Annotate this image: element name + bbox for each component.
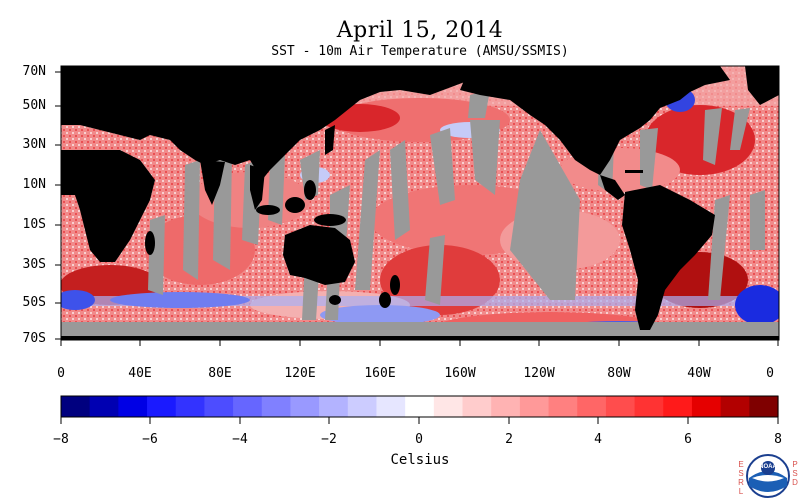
lon-label-160e: 160E: [364, 366, 396, 381]
colorbar-swatch: [347, 396, 378, 417]
missing-data-gaps: [61, 70, 779, 340]
colorbar-label-0: 0: [415, 432, 423, 447]
lon-label-0: 0: [57, 366, 65, 381]
colorbar-swatch: [118, 396, 148, 417]
lon-label-0-end: 0: [766, 366, 774, 381]
colorbar: [61, 396, 779, 417]
colorbar-label-neg2: −2: [321, 432, 337, 447]
colorbar-swatch: [491, 396, 521, 417]
psd-letter: P: [792, 460, 798, 469]
colorbar-swatch: [376, 396, 406, 417]
lat-label-30s: 30S: [22, 257, 46, 272]
map-subtitle: SST - 10m Air Temperature (AMSU/SSMIS): [271, 44, 569, 59]
lon-label-120e: 120E: [284, 366, 316, 381]
esrl-label: E S R L: [736, 460, 746, 496]
colorbar-swatch: [89, 396, 119, 417]
esrl-letter: L: [738, 487, 744, 496]
psd-letter: D: [792, 478, 798, 487]
colorbar-swatch: [147, 396, 177, 417]
esrl-letter: S: [738, 469, 744, 478]
colorbar-label-4: 4: [594, 432, 602, 447]
lat-label-30n: 30N: [22, 137, 46, 152]
colorbar-swatch: [749, 396, 779, 417]
colorbar-label-neg8: −8: [53, 432, 69, 447]
colorbar-swatch: [233, 396, 263, 417]
map-title: April 15, 2014: [336, 18, 504, 43]
latitude-ticks: [55, 71, 61, 340]
lat-label-10n: 10N: [22, 177, 46, 192]
lat-label-70s: 70S: [22, 331, 46, 346]
lon-label-80w: 80W: [607, 366, 631, 381]
colorbar-swatch: [720, 396, 750, 417]
colorbar-label-neg4: −4: [232, 432, 248, 447]
lon-label-160w: 160W: [444, 366, 476, 381]
colorbar-swatch: [548, 396, 578, 417]
colorbar-swatch: [605, 396, 636, 417]
colorbar-swatch: [519, 396, 550, 417]
colorbar-units: Celsius: [390, 452, 450, 468]
colorbar-label-2: 2: [505, 432, 513, 447]
lat-label-50s: 50S: [22, 295, 46, 310]
colorbar-swatch: [261, 396, 292, 417]
lon-label-120w: 120W: [523, 366, 555, 381]
lat-label-50n: 50N: [22, 98, 46, 113]
colorbar-label-neg6: −6: [142, 432, 158, 447]
psd-letter: S: [792, 469, 798, 478]
colorbar-swatch: [319, 396, 349, 417]
colorbar-swatch: [204, 396, 234, 417]
colorbar-swatch: [405, 396, 435, 417]
colorbar-label-6: 6: [684, 432, 692, 447]
colorbar-swatch: [290, 396, 320, 417]
longitude-ticks: [60, 340, 779, 346]
map-frame: [60, 65, 780, 341]
lon-label-40e: 40E: [128, 366, 152, 381]
colorbar-swatch: [433, 396, 464, 417]
lat-label-10s: 10S: [22, 217, 46, 232]
noaa-logo: [746, 454, 790, 498]
lon-label-80e: 80E: [208, 366, 232, 381]
colorbar-swatch: [577, 396, 607, 417]
lat-label-70n: 70N: [22, 64, 46, 79]
psd-label: P S D: [790, 460, 800, 487]
colorbar-swatch: [663, 396, 693, 417]
colorbar-swatch: [691, 396, 722, 417]
noaa-badge-text: NOAA: [759, 464, 777, 470]
esrl-letter: E: [738, 460, 744, 469]
lon-label-40w: 40W: [687, 366, 711, 381]
colorbar-swatch: [175, 396, 205, 417]
colorbar-ticks: [60, 417, 779, 424]
esrl-letter: R: [738, 478, 744, 487]
colorbar-swatch: [634, 396, 664, 417]
colorbar-label-8: 8: [774, 432, 782, 447]
colorbar-swatch: [462, 396, 492, 417]
colorbar-swatch: [61, 396, 91, 417]
land-masses: [61, 66, 779, 340]
